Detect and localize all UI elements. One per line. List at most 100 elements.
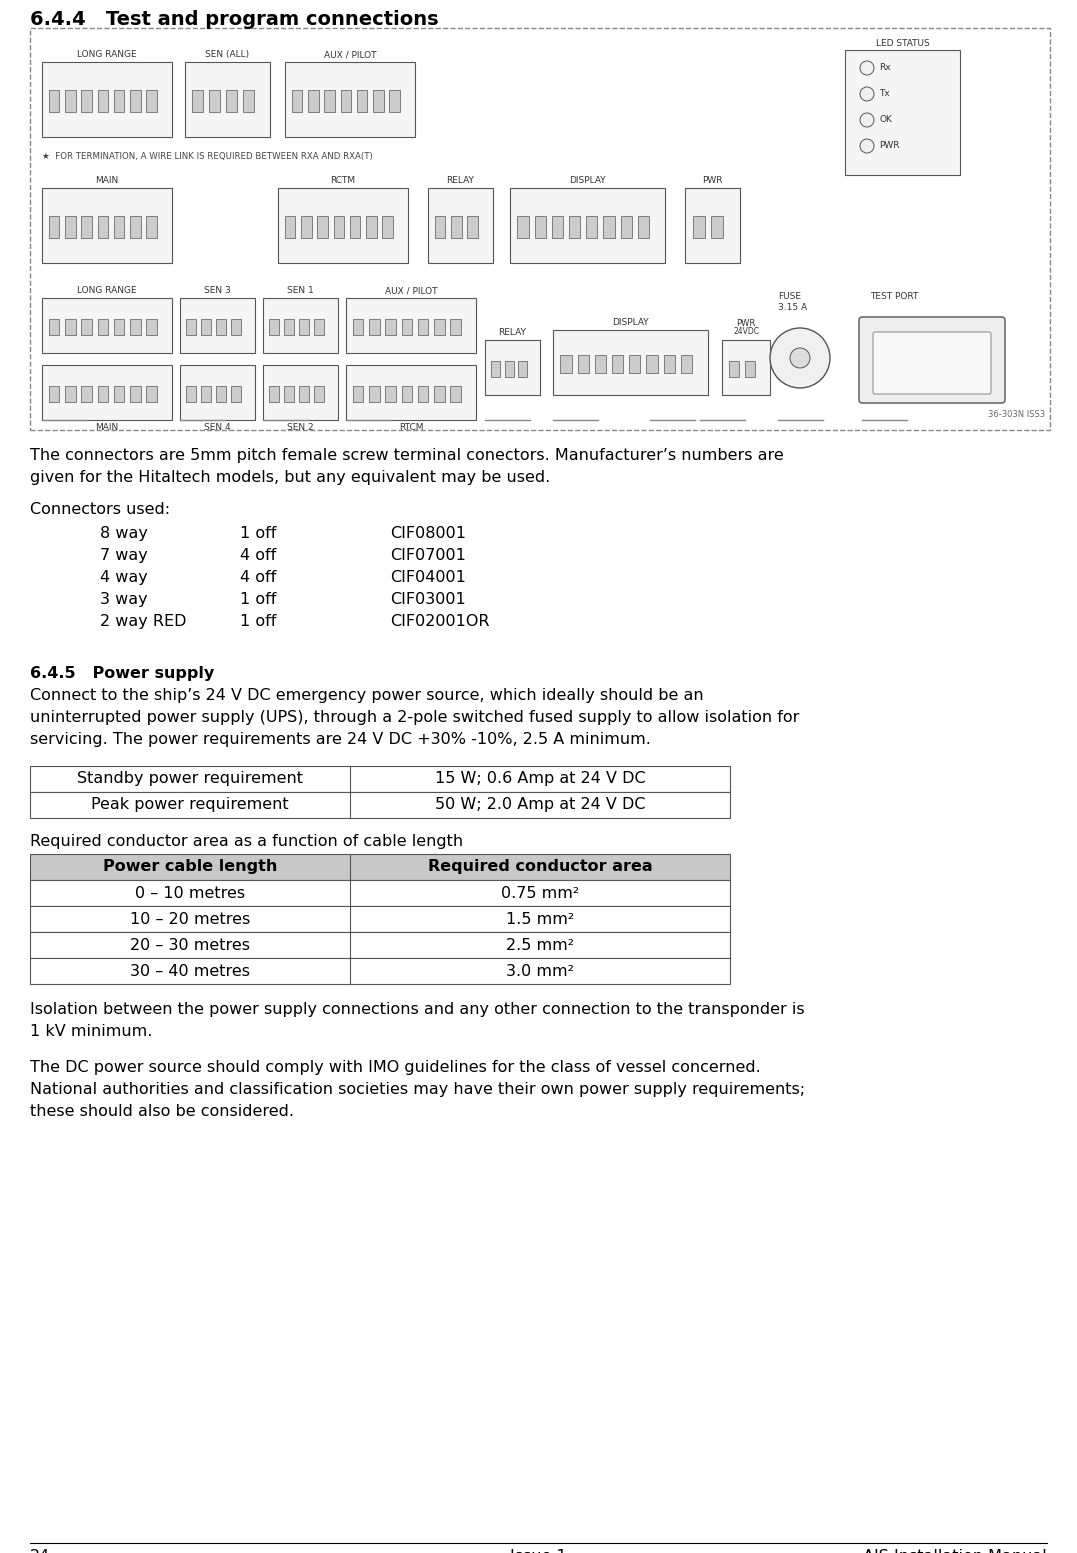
Bar: [285, 216, 295, 238]
Text: FUSE: FUSE: [778, 292, 801, 301]
Bar: [146, 318, 157, 335]
Bar: [356, 90, 367, 112]
Bar: [42, 62, 172, 137]
Text: PWR: PWR: [702, 175, 723, 185]
Bar: [284, 318, 294, 335]
Text: LONG RANGE: LONG RANGE: [78, 286, 137, 295]
Text: Power cable length: Power cable length: [102, 859, 277, 874]
Text: LED STATUS: LED STATUS: [876, 39, 929, 48]
Bar: [42, 298, 172, 353]
Bar: [30, 881, 730, 905]
Bar: [82, 385, 92, 402]
Circle shape: [861, 87, 875, 101]
Text: 50 W; 2.0 Amp at 24 V DC: 50 W; 2.0 Amp at 24 V DC: [435, 798, 645, 812]
Bar: [340, 90, 351, 112]
Bar: [518, 360, 528, 377]
Bar: [48, 318, 59, 335]
Text: 0.75 mm²: 0.75 mm²: [501, 885, 579, 901]
Text: 4 off: 4 off: [240, 570, 276, 585]
Bar: [510, 188, 665, 262]
Bar: [30, 854, 730, 881]
FancyBboxPatch shape: [873, 332, 991, 394]
Bar: [467, 216, 478, 238]
Text: Standby power requirement: Standby power requirement: [76, 772, 303, 786]
Bar: [353, 318, 363, 335]
Bar: [114, 385, 125, 402]
Bar: [130, 385, 141, 402]
Bar: [48, 385, 59, 402]
Text: 1 off: 1 off: [240, 613, 277, 629]
Bar: [285, 62, 415, 137]
Text: PWR: PWR: [879, 141, 899, 151]
Bar: [451, 216, 462, 238]
Text: 24VDC: 24VDC: [733, 328, 759, 335]
Bar: [646, 354, 658, 373]
Bar: [346, 298, 476, 353]
Text: Tx: Tx: [879, 90, 890, 98]
Bar: [98, 385, 108, 402]
Text: RCTM: RCTM: [331, 175, 355, 185]
Text: 1.5 mm²: 1.5 mm²: [506, 912, 574, 927]
Bar: [386, 385, 396, 402]
Bar: [711, 216, 723, 238]
Text: CIF02001OR: CIF02001OR: [390, 613, 490, 629]
Bar: [346, 365, 476, 419]
Text: Connectors used:: Connectors used:: [30, 502, 170, 517]
Bar: [369, 318, 380, 335]
Text: Rx: Rx: [879, 64, 891, 73]
Bar: [373, 90, 383, 112]
Text: DISPLAY: DISPLAY: [569, 175, 605, 185]
Circle shape: [861, 140, 875, 154]
Text: LONG RANGE: LONG RANGE: [78, 50, 137, 59]
Bar: [278, 188, 408, 262]
Bar: [334, 216, 345, 238]
Text: 0 – 10 metres: 0 – 10 metres: [135, 885, 246, 901]
Bar: [693, 216, 704, 238]
Bar: [551, 216, 563, 238]
Circle shape: [861, 61, 875, 75]
Bar: [48, 90, 59, 112]
Text: 8 way: 8 way: [100, 526, 148, 540]
Text: The connectors are 5mm pitch female screw terminal conectors. Manufacturer’s num: The connectors are 5mm pitch female scre…: [30, 447, 784, 463]
Text: AUX / PILOT: AUX / PILOT: [324, 50, 376, 59]
Text: 6.4.5   Power supply: 6.4.5 Power supply: [30, 666, 214, 682]
Bar: [65, 385, 75, 402]
Bar: [130, 318, 141, 335]
Bar: [216, 318, 226, 335]
Bar: [314, 385, 324, 402]
Bar: [82, 216, 92, 238]
Bar: [308, 90, 319, 112]
Text: CIF07001: CIF07001: [390, 548, 466, 564]
Bar: [553, 329, 708, 394]
Bar: [192, 90, 204, 112]
Text: Connect to the ship’s 24 V DC emergency power source, which ideally should be an: Connect to the ship’s 24 V DC emergency …: [30, 688, 703, 704]
Text: 4 way: 4 way: [100, 570, 148, 585]
Text: Peak power requirement: Peak power requirement: [92, 798, 289, 812]
Bar: [114, 216, 125, 238]
Bar: [390, 90, 400, 112]
Bar: [292, 90, 303, 112]
Text: 10 – 20 metres: 10 – 20 metres: [130, 912, 250, 927]
Bar: [82, 318, 92, 335]
Bar: [434, 385, 445, 402]
Bar: [216, 385, 226, 402]
Bar: [517, 216, 529, 238]
Circle shape: [770, 328, 830, 388]
Text: 7 way: 7 way: [100, 548, 148, 564]
Bar: [201, 318, 211, 335]
Bar: [65, 90, 75, 112]
Bar: [491, 360, 500, 377]
Text: 30 – 40 metres: 30 – 40 metres: [130, 963, 250, 978]
Bar: [65, 216, 75, 238]
Bar: [450, 318, 461, 335]
Bar: [98, 90, 108, 112]
Text: 6.4.4   Test and program connections: 6.4.4 Test and program connections: [30, 9, 438, 30]
Text: RELAY: RELAY: [447, 175, 475, 185]
Text: Required conductor area: Required conductor area: [428, 859, 653, 874]
Text: AUX / PILOT: AUX / PILOT: [384, 286, 437, 295]
Bar: [663, 354, 675, 373]
Bar: [435, 216, 446, 238]
Bar: [30, 905, 730, 932]
Bar: [569, 216, 581, 238]
Bar: [595, 354, 606, 373]
